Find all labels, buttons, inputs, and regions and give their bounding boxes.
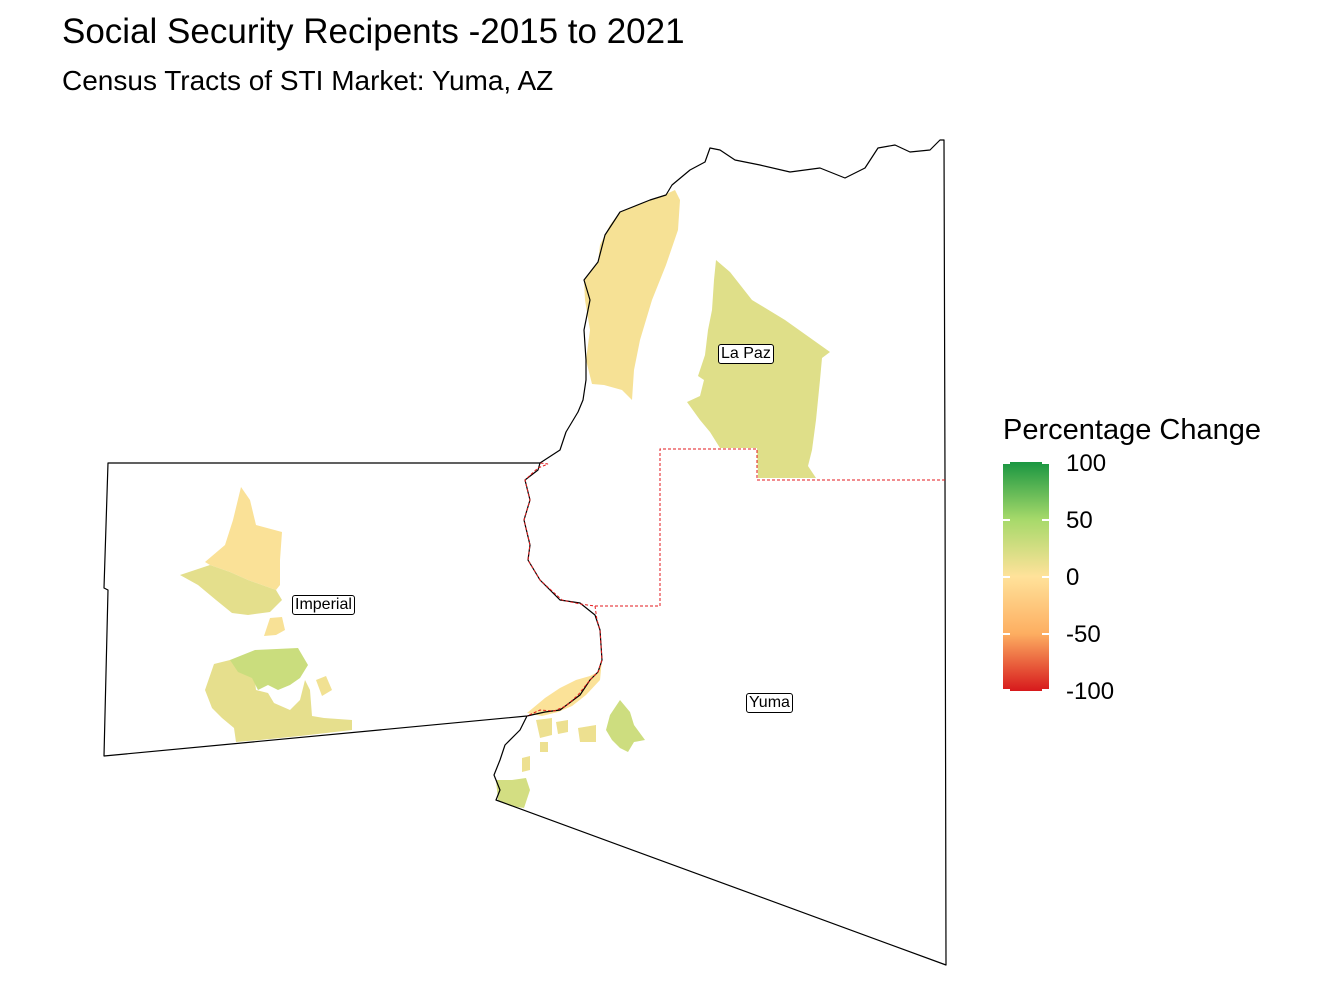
legend-tick-neg50: -50 — [1066, 621, 1101, 648]
boundary-la-paz-yuma-outer — [493, 139, 947, 966]
tract-imperial-mid-small — [264, 617, 285, 636]
legend-tick-50: 50 — [1066, 507, 1093, 534]
tract-yuma-east-cluster — [606, 700, 645, 752]
tract-yuma-river — [527, 660, 602, 716]
tract-yuma-small-1 — [536, 718, 552, 738]
tract-imperial-south-main — [205, 656, 352, 742]
chart-subtitle: Census Tracts of STI Market: Yuma, AZ — [62, 65, 554, 96]
chart-title: Social Security Recipents -2015 to 2021 — [62, 12, 685, 51]
tract-yuma-small-5 — [522, 756, 530, 772]
tract-imperial-southwest — [180, 565, 282, 615]
tract-yuma-small-4 — [540, 742, 548, 752]
county-label-imperial: Imperial — [292, 595, 355, 615]
tract-yuma-small-3 — [578, 725, 596, 742]
market-line — [523, 448, 945, 717]
tract-yuma-small-2 — [556, 720, 568, 734]
tract-imperial-south-green — [230, 648, 308, 690]
county-label-yuma: Yuma — [746, 693, 793, 713]
tract-layer — [180, 190, 830, 808]
legend-tick-100: 100 — [1066, 450, 1107, 477]
tract-la-paz-east — [687, 260, 830, 478]
legend-tick-0: 0 — [1066, 564, 1080, 591]
legend-tick-neg100: -100 — [1066, 678, 1115, 705]
legend-title: Percentage Change — [1003, 414, 1261, 446]
tract-imperial-south-strip — [316, 676, 332, 696]
tract-la-paz-west — [584, 190, 680, 400]
market-boundary — [523, 448, 945, 717]
legend-colorbar — [1003, 462, 1049, 691]
tract-yuma-southwest — [496, 778, 530, 808]
tract-imperial-north — [205, 487, 282, 590]
county-label-la-paz: La Paz — [718, 344, 774, 364]
